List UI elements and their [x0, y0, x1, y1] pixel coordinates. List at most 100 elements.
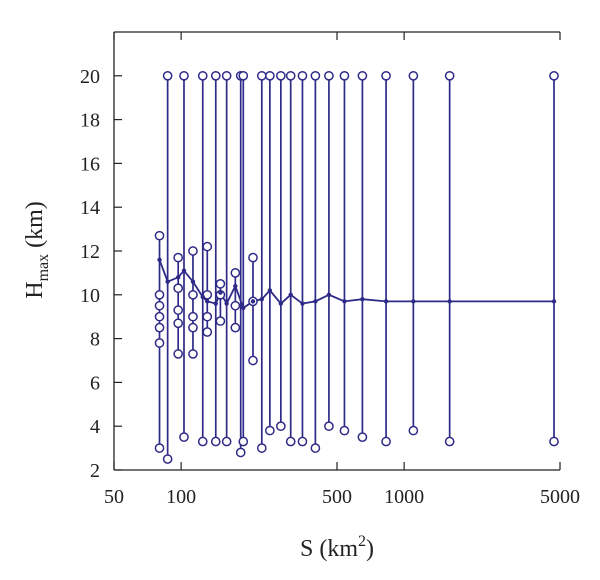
- y-tick-label: 2: [90, 460, 100, 482]
- max-marker: [210, 70, 221, 81]
- y-axis-label-main: H: [22, 281, 48, 298]
- mean-point: [342, 299, 347, 304]
- min-marker: [162, 454, 173, 464]
- extra-marker: [188, 289, 198, 300]
- mean-point: [157, 257, 162, 262]
- min-marker: [297, 436, 308, 447]
- min-marker: [215, 316, 226, 326]
- mean-point: [250, 299, 256, 304]
- extra-marker: [154, 300, 165, 311]
- extra-marker: [188, 322, 198, 333]
- max-marker: [162, 70, 173, 81]
- max-marker: [188, 246, 198, 256]
- y-tick-label: 12: [80, 241, 100, 263]
- max-marker: [230, 268, 241, 278]
- mean-point: [175, 275, 181, 280]
- min-marker: [188, 349, 198, 359]
- extra-marker: [154, 289, 165, 300]
- min-marker: [444, 436, 455, 447]
- y-tick-label: 16: [80, 153, 100, 175]
- extra-marker: [230, 300, 241, 311]
- mean-point: [411, 299, 416, 304]
- extra-marker: [154, 322, 165, 333]
- max-marker: [265, 70, 275, 81]
- min-marker: [235, 447, 246, 458]
- max-marker: [357, 70, 368, 81]
- min-marker: [285, 436, 296, 447]
- max-marker: [179, 70, 189, 81]
- extra-marker: [173, 305, 184, 315]
- min-marker: [173, 349, 184, 359]
- max-marker: [256, 70, 267, 81]
- min-marker: [256, 443, 267, 453]
- y-axis-ticks: 2 4 6 8 10 12 14 16 18 20: [80, 66, 122, 482]
- mean-point: [383, 299, 389, 304]
- series-layer: [154, 70, 559, 464]
- min-marker: [549, 436, 559, 447]
- extra-marker: [188, 311, 198, 322]
- mean-point: [551, 299, 557, 304]
- x-tick-label: 1000: [384, 486, 424, 508]
- mean-point: [218, 290, 223, 295]
- mean-point: [241, 305, 246, 311]
- max-marker: [310, 70, 321, 81]
- max-marker: [285, 70, 296, 81]
- min-marker: [238, 436, 249, 447]
- max-marker: [444, 70, 455, 81]
- extra-marker: [202, 289, 213, 300]
- min-marker: [197, 436, 208, 447]
- mean-point: [313, 299, 318, 304]
- y-tick-label: 4: [90, 416, 100, 438]
- x-axis-label: S (km2): [300, 533, 374, 562]
- min-marker: [275, 421, 286, 432]
- extra-marker: [173, 318, 184, 329]
- mean-point: [233, 283, 238, 289]
- min-marker: [230, 322, 241, 333]
- min-marker: [202, 327, 213, 337]
- max-marker: [339, 70, 350, 81]
- min-marker: [179, 432, 189, 442]
- mean-point: [200, 294, 205, 300]
- mean-point: [224, 301, 229, 306]
- x-tick-label: 50: [104, 486, 124, 508]
- y-axis-label-end: (km): [22, 201, 48, 254]
- mean-point: [259, 296, 264, 302]
- mean-point: [288, 292, 293, 297]
- min-marker: [265, 425, 275, 436]
- max-marker: [275, 70, 286, 81]
- max-marker: [297, 70, 308, 81]
- extra-marker: [173, 283, 184, 294]
- max-marker: [202, 241, 213, 252]
- x-axis-label-main: S (km: [300, 536, 358, 562]
- max-marker: [238, 70, 249, 81]
- y-tick-label: 20: [80, 66, 100, 88]
- x-tick-label: 5000: [540, 486, 580, 508]
- extra-marker: [202, 311, 213, 322]
- mean-point: [213, 301, 218, 306]
- x-axis-label-sup: 2: [358, 533, 366, 550]
- min-marker: [248, 355, 258, 366]
- mean-point: [300, 301, 305, 306]
- min-marker: [357, 432, 368, 442]
- min-marker: [310, 443, 321, 453]
- mean-point: [267, 288, 273, 293]
- min-marker: [324, 421, 334, 432]
- y-tick-label: 8: [90, 329, 100, 351]
- min-marker: [339, 425, 350, 436]
- mean-point: [447, 299, 452, 304]
- mean-point: [165, 279, 170, 284]
- max-marker: [324, 70, 334, 81]
- mean-point: [205, 299, 210, 304]
- x-axis-label-end: ): [366, 536, 374, 562]
- max-marker: [154, 230, 165, 241]
- min-marker: [381, 436, 391, 447]
- max-marker: [248, 252, 258, 263]
- mean-point: [181, 268, 187, 273]
- max-marker: [215, 279, 226, 289]
- extra-marker: [154, 311, 165, 322]
- extra-marker: [154, 338, 165, 348]
- mean-point: [326, 292, 332, 297]
- min-marker: [221, 436, 232, 447]
- plot-frame: [113, 31, 560, 471]
